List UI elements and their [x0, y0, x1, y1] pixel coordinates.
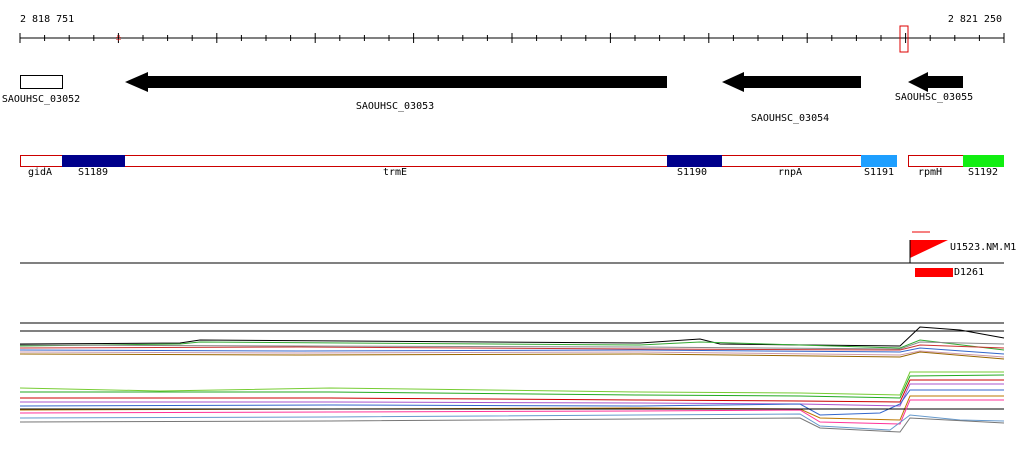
segment[interactable] — [667, 155, 722, 167]
profile — [19, 326, 1005, 347]
ruler-start: 2 818 751 — [20, 14, 74, 25]
segment[interactable] — [62, 155, 125, 167]
segment-label: rpmH — [918, 167, 942, 178]
segment-label: S1191 — [864, 167, 894, 178]
profile — [19, 413, 1005, 431]
profile — [19, 389, 1004, 416]
profile — [19, 417, 1005, 433]
gene-arrow[interactable] — [908, 72, 963, 92]
profile — [20, 379, 1004, 403]
feature-label: U1523.NM.M1 — [950, 242, 1016, 253]
profile — [19, 351, 1005, 360]
profile — [19, 339, 1005, 351]
gene-label: SAOUHSC_03054 — [751, 113, 829, 124]
ruler-end: 2 821 250 — [948, 14, 1002, 25]
segment-track — [20, 155, 897, 167]
gene-arrow[interactable] — [722, 72, 861, 92]
gene[interactable] — [20, 75, 63, 89]
view-marker — [899, 25, 909, 53]
segment[interactable] — [963, 155, 1004, 167]
gene-label: SAOUHSC_03055 — [895, 92, 973, 103]
gene-label: SAOUHSC_03053 — [356, 101, 434, 112]
segment-label: trmE — [383, 167, 407, 178]
profile — [20, 374, 1005, 399]
segment-label: S1190 — [677, 167, 707, 178]
feature-bar[interactable] — [915, 268, 953, 277]
profile — [19, 341, 1005, 350]
segment-label: rnpA — [778, 167, 802, 178]
profile — [19, 371, 1004, 396]
ruler-ticks — [19, 33, 1005, 43]
profile — [19, 347, 1005, 355]
profile-group — [19, 326, 1005, 433]
segment-label: S1192 — [968, 167, 998, 178]
marker — [116, 35, 121, 41]
profile — [19, 350, 1005, 358]
segment-label: S1189 — [78, 167, 108, 178]
profile — [19, 399, 1004, 425]
gene-label: SAOUHSC_03052 — [2, 94, 80, 105]
profile — [19, 344, 1005, 351]
gene-arrow[interactable] — [125, 72, 667, 92]
segment-label: gidA — [28, 167, 52, 178]
feature-flag[interactable] — [910, 240, 948, 258]
segment[interactable] — [861, 155, 897, 167]
feature-label: D1261 — [954, 267, 984, 278]
